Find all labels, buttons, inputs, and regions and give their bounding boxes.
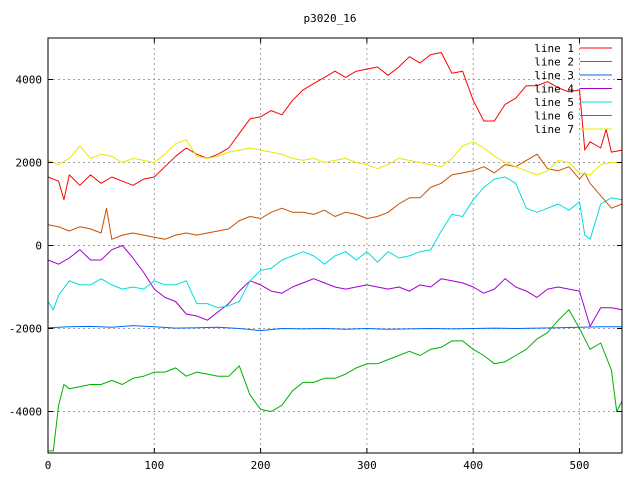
x-tick-label: 300 xyxy=(357,459,377,472)
y-tick-label: 0 xyxy=(35,240,42,253)
x-tick-label: 100 xyxy=(144,459,164,472)
legend-label-3: line 3 xyxy=(534,69,574,82)
series-group xyxy=(47,52,623,452)
series-line-2 xyxy=(48,309,623,452)
legend-label-4: line 4 xyxy=(534,83,574,96)
legend-label-6: line 6 xyxy=(534,110,574,123)
grid xyxy=(48,38,622,453)
y-tick-label: -2000 xyxy=(9,323,42,336)
series-line-6 xyxy=(47,153,623,240)
series-line-3 xyxy=(47,325,622,332)
y-tick-label: 2000 xyxy=(16,157,43,170)
legend-label-7: line 7 xyxy=(534,123,574,136)
series-line-5 xyxy=(47,176,623,311)
x-tick-label: 200 xyxy=(251,459,271,472)
legend-label-2: line 2 xyxy=(534,56,574,69)
axes: 0 100 200 300 400 500 -4000 -2000 0 2000 4000 xyxy=(9,37,623,472)
x-tick-label: 400 xyxy=(463,459,483,472)
x-tick-label: 0 xyxy=(45,459,52,472)
y-tick-label: -4000 xyxy=(9,406,42,419)
x-tick-label: 500 xyxy=(570,459,590,472)
series-line-1 xyxy=(47,52,623,201)
legend-label-1: line 1 xyxy=(534,42,574,55)
y-tick-label: 4000 xyxy=(16,74,43,87)
chart-title: p3020_16 xyxy=(304,12,357,25)
legend-label-5: line 5 xyxy=(534,96,574,109)
series-line-7 xyxy=(47,139,622,176)
series-line-4 xyxy=(47,245,623,327)
